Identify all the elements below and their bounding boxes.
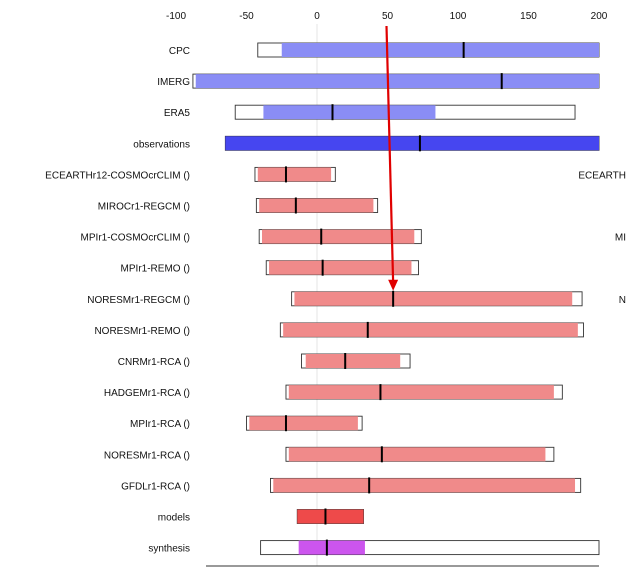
range-bar-inner bbox=[273, 478, 576, 493]
x-tick-label: 200 bbox=[591, 11, 608, 22]
row-label: NORESMr1-REMO () bbox=[94, 326, 190, 337]
row-label: IMERG bbox=[157, 77, 190, 88]
range-bar-inner bbox=[263, 105, 436, 120]
range-bar-inner bbox=[281, 43, 599, 57]
row-label: MPIr1-COSMOcrCLIM () bbox=[81, 233, 190, 244]
x-tick-label: 150 bbox=[520, 11, 537, 22]
row-label: ERA5 bbox=[164, 108, 191, 119]
range-bar-inner bbox=[283, 322, 578, 337]
x-tick-label: -50 bbox=[239, 11, 254, 22]
range-bar-inner bbox=[305, 354, 401, 368]
row-label: NORESMr1-REGCM () bbox=[87, 295, 190, 306]
range-bar-inner bbox=[262, 229, 415, 244]
row-label: HADGEMr1-RCA () bbox=[104, 388, 190, 399]
range-bar-inner bbox=[288, 447, 546, 462]
right-clipped-label: MI bbox=[615, 233, 626, 244]
x-tick-label: -100 bbox=[166, 11, 186, 22]
row-label: models bbox=[158, 513, 190, 524]
row-label: observations bbox=[133, 139, 190, 150]
annotation-arrow-shaft bbox=[385, 25, 395, 283]
right-clipped-label: ECEARTH bbox=[578, 170, 626, 181]
range-bar-inner bbox=[259, 198, 374, 213]
range-bar-inner bbox=[297, 509, 364, 524]
range-bar-inner bbox=[195, 74, 600, 89]
range-bar-inner bbox=[269, 260, 412, 275]
annotation-arrow-head bbox=[388, 279, 399, 291]
x-tick-label: 100 bbox=[450, 11, 467, 22]
range-bar-inner bbox=[249, 416, 358, 431]
range-bar-inner bbox=[294, 291, 573, 306]
x-tick-label: 50 bbox=[382, 11, 394, 22]
row-label: MIROCr1-REGCM () bbox=[98, 202, 190, 213]
row-label: MPIr1-REMO () bbox=[121, 264, 190, 275]
row-label: NORESMr1-RCA () bbox=[104, 450, 190, 461]
range-bar-inner bbox=[257, 167, 332, 182]
x-tick-label: 0 bbox=[314, 11, 320, 22]
range-bar-inner bbox=[288, 385, 554, 400]
row-label: CNRMr1-RCA () bbox=[118, 357, 190, 368]
row-label: GFDLr1-RCA () bbox=[121, 481, 190, 492]
range-bar-inner bbox=[298, 540, 365, 555]
range-bar-inner bbox=[225, 136, 599, 151]
row-label: ECEARTHr12-COSMOcrCLIM () bbox=[45, 170, 190, 181]
right-clipped-label: N bbox=[619, 295, 626, 306]
row-label: MPIr1-RCA () bbox=[130, 419, 190, 430]
row-label: synthesis bbox=[148, 544, 190, 555]
row-label: CPC bbox=[169, 46, 190, 57]
